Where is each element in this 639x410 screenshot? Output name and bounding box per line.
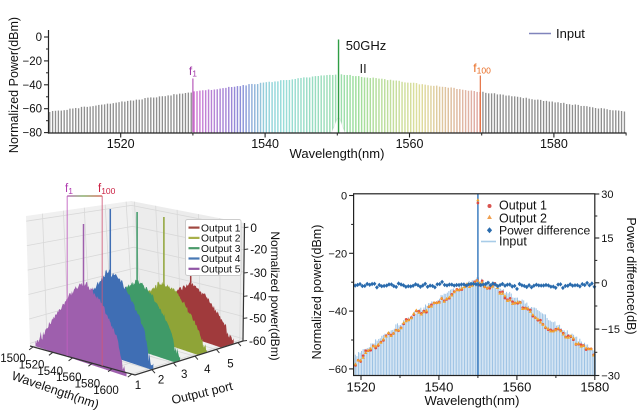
svg-text:0: 0 — [601, 278, 607, 290]
svg-text:Output 2: Output 2 — [499, 212, 547, 226]
svg-text:1520: 1520 — [19, 359, 45, 371]
svg-text:Output 1: Output 1 — [499, 199, 547, 213]
svg-text:1520: 1520 — [347, 380, 376, 395]
svg-text:-30: -30 — [250, 266, 267, 280]
svg-text:−40: −40 — [22, 80, 42, 92]
svg-text:Normalized power(dBm): Normalized power(dBm) — [310, 225, 324, 360]
svg-text:4: 4 — [204, 364, 211, 376]
svg-text:Output 3: Output 3 — [201, 244, 241, 255]
svg-text:0: 0 — [341, 191, 347, 203]
svg-text:1: 1 — [135, 380, 141, 392]
svg-text:0: 0 — [250, 221, 257, 235]
svg-text:−15: −15 — [601, 324, 620, 336]
svg-text:Normalized Power(dBm): Normalized Power(dBm) — [7, 17, 21, 153]
svg-text:Wavelength(nm): Wavelength(nm) — [425, 393, 520, 408]
svg-text:1560: 1560 — [56, 372, 82, 384]
svg-text:−20: −20 — [328, 248, 347, 260]
svg-text:−40: −40 — [328, 306, 347, 318]
svg-text:-50: -50 — [249, 312, 266, 326]
svg-text:-60: -60 — [249, 334, 266, 348]
svg-text:-20: -20 — [250, 243, 267, 257]
svg-text:2: 2 — [158, 375, 164, 387]
svg-text:30: 30 — [601, 189, 613, 201]
svg-text:50GHz: 50GHz — [346, 38, 386, 53]
svg-text:1540: 1540 — [37, 366, 63, 378]
svg-text:-40: -40 — [250, 290, 267, 304]
svg-text:1600: 1600 — [93, 385, 119, 397]
svg-text:1520: 1520 — [107, 137, 135, 151]
svg-text:Power difference: Power difference — [499, 224, 590, 238]
svg-text:15: 15 — [601, 233, 613, 245]
svg-text:−30: −30 — [601, 371, 620, 383]
svg-text:f100: f100 — [473, 61, 491, 76]
svg-text:1580: 1580 — [540, 137, 568, 151]
svg-text:Wavelength(nm): Wavelength(nm) — [290, 146, 385, 161]
svg-text:Input: Input — [556, 26, 585, 41]
svg-text:1580: 1580 — [75, 379, 101, 391]
svg-text:f1: f1 — [189, 64, 197, 79]
svg-text:1500: 1500 — [0, 353, 26, 365]
svg-text:0: 0 — [36, 32, 42, 44]
svg-text:3: 3 — [181, 369, 187, 381]
svg-text:−20: −20 — [22, 56, 42, 68]
svg-text:f1: f1 — [65, 183, 73, 196]
svg-text:−60: −60 — [22, 104, 42, 116]
svg-text:Power difference(dB): Power difference(dB) — [624, 217, 638, 334]
svg-text:Output 2: Output 2 — [201, 234, 241, 245]
svg-text:Output 1: Output 1 — [201, 223, 241, 234]
svg-text:Input: Input — [499, 235, 527, 249]
svg-text:Output 5: Output 5 — [201, 265, 241, 276]
svg-text:5: 5 — [227, 358, 233, 370]
svg-text:−60: −60 — [328, 364, 347, 376]
svg-text:1540: 1540 — [424, 380, 453, 395]
svg-text:1580: 1580 — [580, 380, 609, 395]
svg-text:1560: 1560 — [396, 137, 424, 151]
svg-text:1560: 1560 — [502, 380, 531, 395]
svg-text:Output 4: Output 4 — [201, 254, 241, 265]
svg-text:f100: f100 — [98, 183, 116, 196]
svg-text:1540: 1540 — [251, 137, 279, 151]
svg-text:Normalized power(dBm): Normalized power(dBm) — [268, 231, 282, 360]
svg-text:−80: −80 — [22, 128, 42, 140]
svg-text:Output port: Output port — [170, 379, 235, 407]
